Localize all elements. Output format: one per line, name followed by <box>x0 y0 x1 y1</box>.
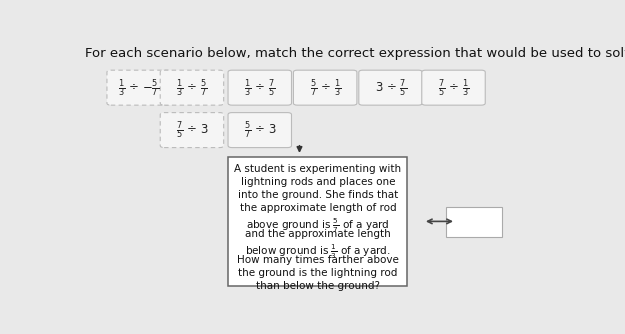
Text: $\frac{7}{5}$ $\div$ $3$: $\frac{7}{5}$ $\div$ $3$ <box>176 119 208 141</box>
FancyBboxPatch shape <box>228 157 408 286</box>
Text: into the ground. She finds that: into the ground. She finds that <box>238 190 398 200</box>
Text: For each scenario below, match the correct expression that would be used to solv: For each scenario below, match the corre… <box>86 46 625 59</box>
Text: $\frac{1}{3}$ $\div$ $-\frac{5}{7}$: $\frac{1}{3}$ $\div$ $-\frac{5}{7}$ <box>118 77 159 99</box>
FancyBboxPatch shape <box>160 113 224 148</box>
Text: above ground is $\frac{5}{7}$ of a yard: above ground is $\frac{5}{7}$ of a yard <box>246 216 390 235</box>
Text: the ground is the lightning rod: the ground is the lightning rod <box>238 268 398 278</box>
Text: How many times farther above: How many times farther above <box>237 255 399 265</box>
Text: than below the ground?: than below the ground? <box>256 281 380 291</box>
Text: $\frac{1}{3}$ $\div$ $\frac{5}{7}$: $\frac{1}{3}$ $\div$ $\frac{5}{7}$ <box>176 77 208 99</box>
FancyBboxPatch shape <box>107 70 171 105</box>
Text: $\frac{5}{7}$ $\div$ $3$: $\frac{5}{7}$ $\div$ $3$ <box>244 119 276 141</box>
Text: lightning rods and places one: lightning rods and places one <box>241 177 395 187</box>
Text: $\frac{7}{5}$ $\div$ $\frac{1}{3}$: $\frac{7}{5}$ $\div$ $\frac{1}{3}$ <box>438 77 469 99</box>
FancyBboxPatch shape <box>359 70 423 105</box>
FancyBboxPatch shape <box>228 70 291 105</box>
Text: $\frac{1}{3}$ $\div$ $\frac{7}{5}$: $\frac{1}{3}$ $\div$ $\frac{7}{5}$ <box>244 77 276 99</box>
FancyBboxPatch shape <box>228 113 291 148</box>
Text: $\frac{5}{7}$ $\div$ $\frac{1}{3}$: $\frac{5}{7}$ $\div$ $\frac{1}{3}$ <box>309 77 341 99</box>
Text: below ground is $\frac{1}{3}$ of a yard.: below ground is $\frac{1}{3}$ of a yard. <box>245 242 391 261</box>
FancyBboxPatch shape <box>293 70 357 105</box>
Text: and the approximate length: and the approximate length <box>245 229 391 239</box>
Text: $3$ $\div$ $\frac{7}{5}$: $3$ $\div$ $\frac{7}{5}$ <box>374 77 406 99</box>
FancyBboxPatch shape <box>446 207 502 237</box>
Text: the approximate length of rod: the approximate length of rod <box>239 203 396 213</box>
FancyBboxPatch shape <box>160 70 224 105</box>
FancyBboxPatch shape <box>422 70 485 105</box>
Text: A student is experimenting with: A student is experimenting with <box>234 164 401 174</box>
